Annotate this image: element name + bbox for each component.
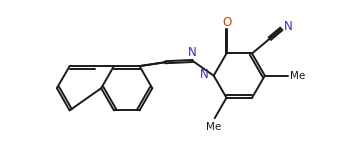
Text: N: N	[200, 68, 209, 81]
Text: N: N	[188, 46, 197, 59]
Text: O: O	[222, 16, 232, 29]
Text: Me: Me	[206, 122, 221, 132]
Text: N: N	[284, 20, 292, 33]
Text: Me: Me	[290, 71, 306, 81]
